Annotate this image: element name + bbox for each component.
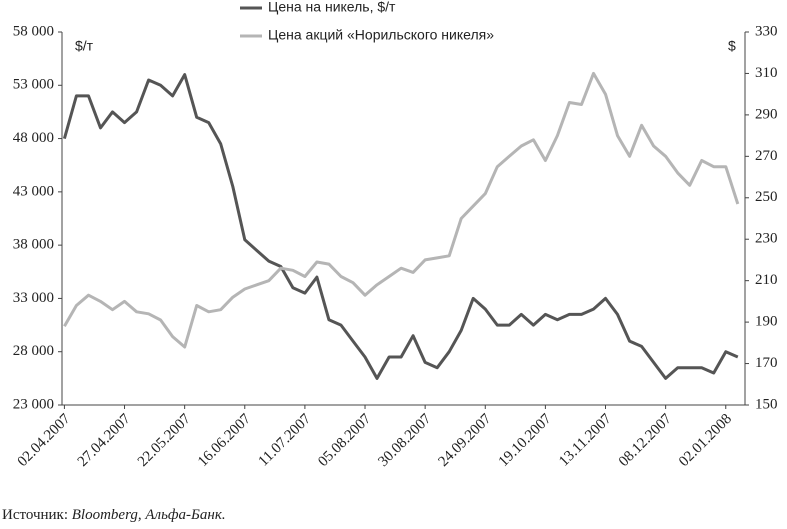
y2-tick-label: 290 bbox=[755, 106, 778, 122]
source-text: Bloomberg, Альфа-Банк. bbox=[72, 507, 226, 523]
y-axis-label: $/т bbox=[75, 38, 94, 54]
y2-tick-label: 230 bbox=[755, 231, 778, 247]
y2-tick-label: 190 bbox=[755, 314, 778, 330]
x-tick-label: 19.10.2007 bbox=[496, 411, 555, 470]
y-tick-label: 43 000 bbox=[13, 183, 54, 199]
x-tick-label: 11.07.2007 bbox=[256, 411, 315, 470]
y2-tick-label: 250 bbox=[755, 189, 778, 205]
y-tick-label: 33 000 bbox=[13, 290, 54, 306]
y-tick-label: 53 000 bbox=[13, 77, 54, 93]
y2-tick-label: 270 bbox=[755, 148, 778, 164]
y-tick-label: 38 000 bbox=[13, 237, 54, 253]
x-tick-label: 27.04.2007 bbox=[75, 411, 134, 470]
y-tick-label: 28 000 bbox=[13, 343, 54, 359]
x-tick-label: 02.04.2007 bbox=[15, 411, 74, 470]
y2-tick-label: 330 bbox=[755, 23, 778, 39]
y-tick-label: 48 000 bbox=[13, 130, 54, 146]
x-tick-label: 13.11.2007 bbox=[556, 411, 615, 470]
x-tick-label: 08.12.2007 bbox=[616, 411, 675, 470]
x-tick-label: 30.08.2007 bbox=[375, 411, 434, 470]
y2-tick-label: 150 bbox=[755, 396, 778, 412]
y2-tick-label: 310 bbox=[755, 65, 778, 81]
x-tick-label: 24.09.2007 bbox=[435, 411, 494, 470]
legend-label: Цена акций «Норильского никеля» bbox=[268, 27, 494, 43]
y2-axis-label: $ bbox=[728, 38, 736, 54]
series-line bbox=[62, 73, 739, 380]
y2-tick-label: 210 bbox=[755, 272, 778, 288]
x-tick-label: 05.08.2007 bbox=[315, 411, 374, 470]
y-tick-label: 23 000 bbox=[13, 396, 54, 412]
legend-label: Цена на никель, $/т bbox=[268, 0, 396, 15]
y2-tick-label: 170 bbox=[755, 355, 778, 371]
x-tick-label: 16.06.2007 bbox=[195, 411, 254, 470]
series-line bbox=[63, 71, 740, 349]
x-tick-label: 22.05.2007 bbox=[135, 411, 194, 470]
source-label: Источник: bbox=[2, 507, 68, 523]
x-tick-label: 02.01.2008 bbox=[676, 411, 735, 470]
source: Источник: Bloomberg, Альфа-Банк. bbox=[2, 507, 226, 523]
y-tick-label: 58 000 bbox=[13, 23, 54, 39]
